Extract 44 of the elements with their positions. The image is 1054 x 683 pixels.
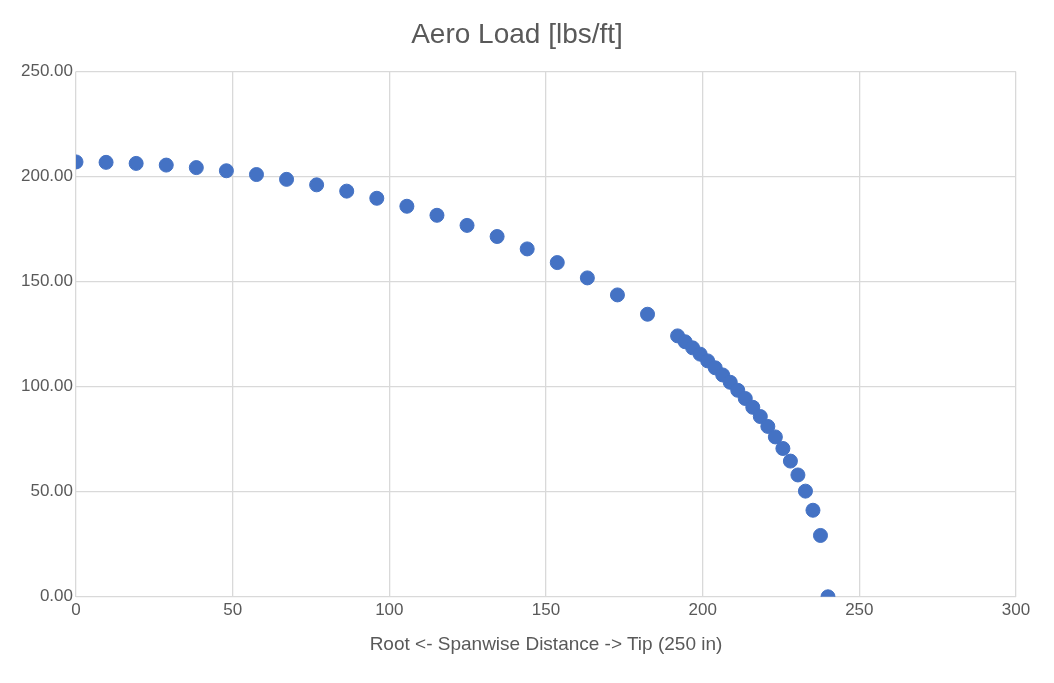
x-tick-label: 0 — [71, 599, 81, 619]
y-tick-label: 200.00 — [21, 166, 73, 186]
x-tick-label: 300 — [1001, 599, 1031, 619]
point — [752, 409, 768, 425]
point — [429, 207, 445, 223]
point — [459, 217, 475, 233]
x-tick-label: 250 — [845, 599, 874, 619]
point — [609, 287, 625, 303]
x-tick-label: 50 — [223, 599, 243, 619]
point — [790, 467, 806, 483]
y-tick-label: 150.00 — [21, 271, 73, 291]
point — [188, 160, 204, 176]
point — [399, 198, 415, 214]
point — [767, 429, 783, 445]
x-tick-label: 150 — [531, 599, 561, 619]
y-tick-label: 100.00 — [21, 376, 73, 396]
point — [519, 241, 535, 257]
point — [797, 483, 813, 499]
point — [248, 167, 264, 183]
point — [745, 399, 761, 415]
point — [775, 440, 791, 456]
point — [489, 229, 505, 245]
y-tick-label: 250.00 — [21, 61, 73, 81]
point — [579, 270, 595, 286]
point — [279, 171, 295, 187]
y-tick-label: 50.00 — [30, 481, 73, 501]
point — [812, 527, 828, 543]
x-tick-label: 200 — [688, 599, 717, 619]
point — [805, 502, 821, 518]
point — [158, 157, 174, 173]
y-tick-label: 0.00 — [39, 586, 73, 606]
point — [782, 453, 798, 469]
point — [218, 163, 234, 179]
point — [760, 418, 776, 434]
point — [128, 155, 144, 171]
point — [339, 183, 355, 199]
chart-title: Aero Load [lbs/ft] — [411, 17, 623, 49]
point — [549, 255, 565, 271]
point — [640, 306, 656, 322]
x-tick-label: 100 — [375, 599, 404, 619]
point — [98, 154, 114, 170]
point — [309, 177, 325, 193]
point — [369, 190, 385, 206]
x-axis-title: Root <- Spanwise Distance -> Tip (250 in) — [369, 632, 723, 654]
